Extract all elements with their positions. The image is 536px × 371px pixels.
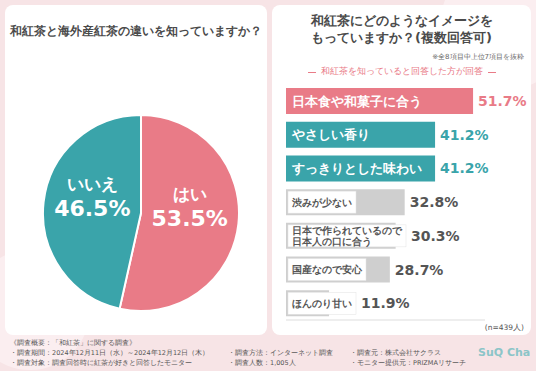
html-text:・調査元：株式会社サクラス: ・調査元：株式会社サクラス: [350, 349, 441, 357]
html-text:(n=439人): (n=439人): [484, 323, 524, 332]
svg-text:いいえ: いいえ: [67, 174, 118, 194]
html-text:・調査対象：調査回答時に紅茶が好きと回答したモニター: ・調査対象：調査回答時に紅茶が好きと回答したモニター: [10, 359, 192, 367]
svg-text:渋みが少ない: 渋みが少ない: [291, 197, 352, 209]
svg-text:やさしい香り: やさしい香り: [291, 127, 370, 142]
svg-text:すっきりとした味わい: すっきりとした味わい: [291, 161, 422, 176]
svg-text:はい: はい: [173, 184, 207, 204]
html-text:和紅茶と海外産紅茶の違いを知っていますか？: 和紅茶と海外産紅茶の違いを知っていますか？: [10, 24, 262, 38]
html-text:《調査概要：「和紅茶」に関する調査》: 《調査概要：「和紅茶」に関する調査》: [10, 339, 136, 347]
svg-text:41.2%: 41.2%: [440, 127, 489, 143]
svg-text:日本で作られているので: 日本で作られているので: [292, 225, 403, 236]
html-text:和紅茶を知っていると回答した方が回答: 和紅茶を知っていると回答した方が回答: [320, 66, 483, 76]
svg-text:41.2%: 41.2%: [440, 160, 489, 176]
svg-text:32.8%: 32.8%: [410, 194, 459, 210]
html-text:・調査期間：2024年12月11日（水）～2024年12月1: ・調査期間：2024年12月11日（水）～2024年12月12日（木）: [10, 349, 210, 357]
svg-text:28.7%: 28.7%: [395, 262, 444, 278]
svg-text:11.9%: 11.9%: [361, 295, 410, 311]
svg-text:53.5%: 53.5%: [152, 206, 228, 231]
html-text:和紅茶にどのようなイメージを: 和紅茶にどのようなイメージを: [310, 13, 493, 28]
svg-text:ほんのり甘い: ほんのり甘い: [292, 298, 352, 309]
html-text:SuQ Cha: SuQ Cha: [478, 346, 531, 359]
svg-text:51.7%: 51.7%: [478, 93, 527, 109]
svg-text:日本食や和菓子に合う: 日本食や和菓子に合う: [292, 94, 422, 109]
html-text:・調査方法：インターネット調査: ・調査方法：インターネット調査: [228, 349, 333, 357]
svg-text:国産なので安心: 国産なので安心: [292, 264, 363, 276]
html-text:・モニター提供元：PRIZMAリサーチ: ・モニター提供元：PRIZMAリサーチ: [350, 359, 466, 367]
svg-text:30.3%: 30.3%: [411, 228, 460, 244]
html-text:もっていますか？(複数回答可): もっていますか？(複数回答可): [311, 30, 492, 45]
svg-text:日本人の口に合う: 日本人の口に合う: [292, 236, 372, 248]
html-text:※全8項目中上位7項目を抜粋: ※全8項目中上位7項目を抜粋: [432, 53, 524, 61]
html-text:・調査人数：1,005人: ・調査人数：1,005人: [228, 359, 296, 367]
svg-text:46.5%: 46.5%: [54, 196, 130, 221]
